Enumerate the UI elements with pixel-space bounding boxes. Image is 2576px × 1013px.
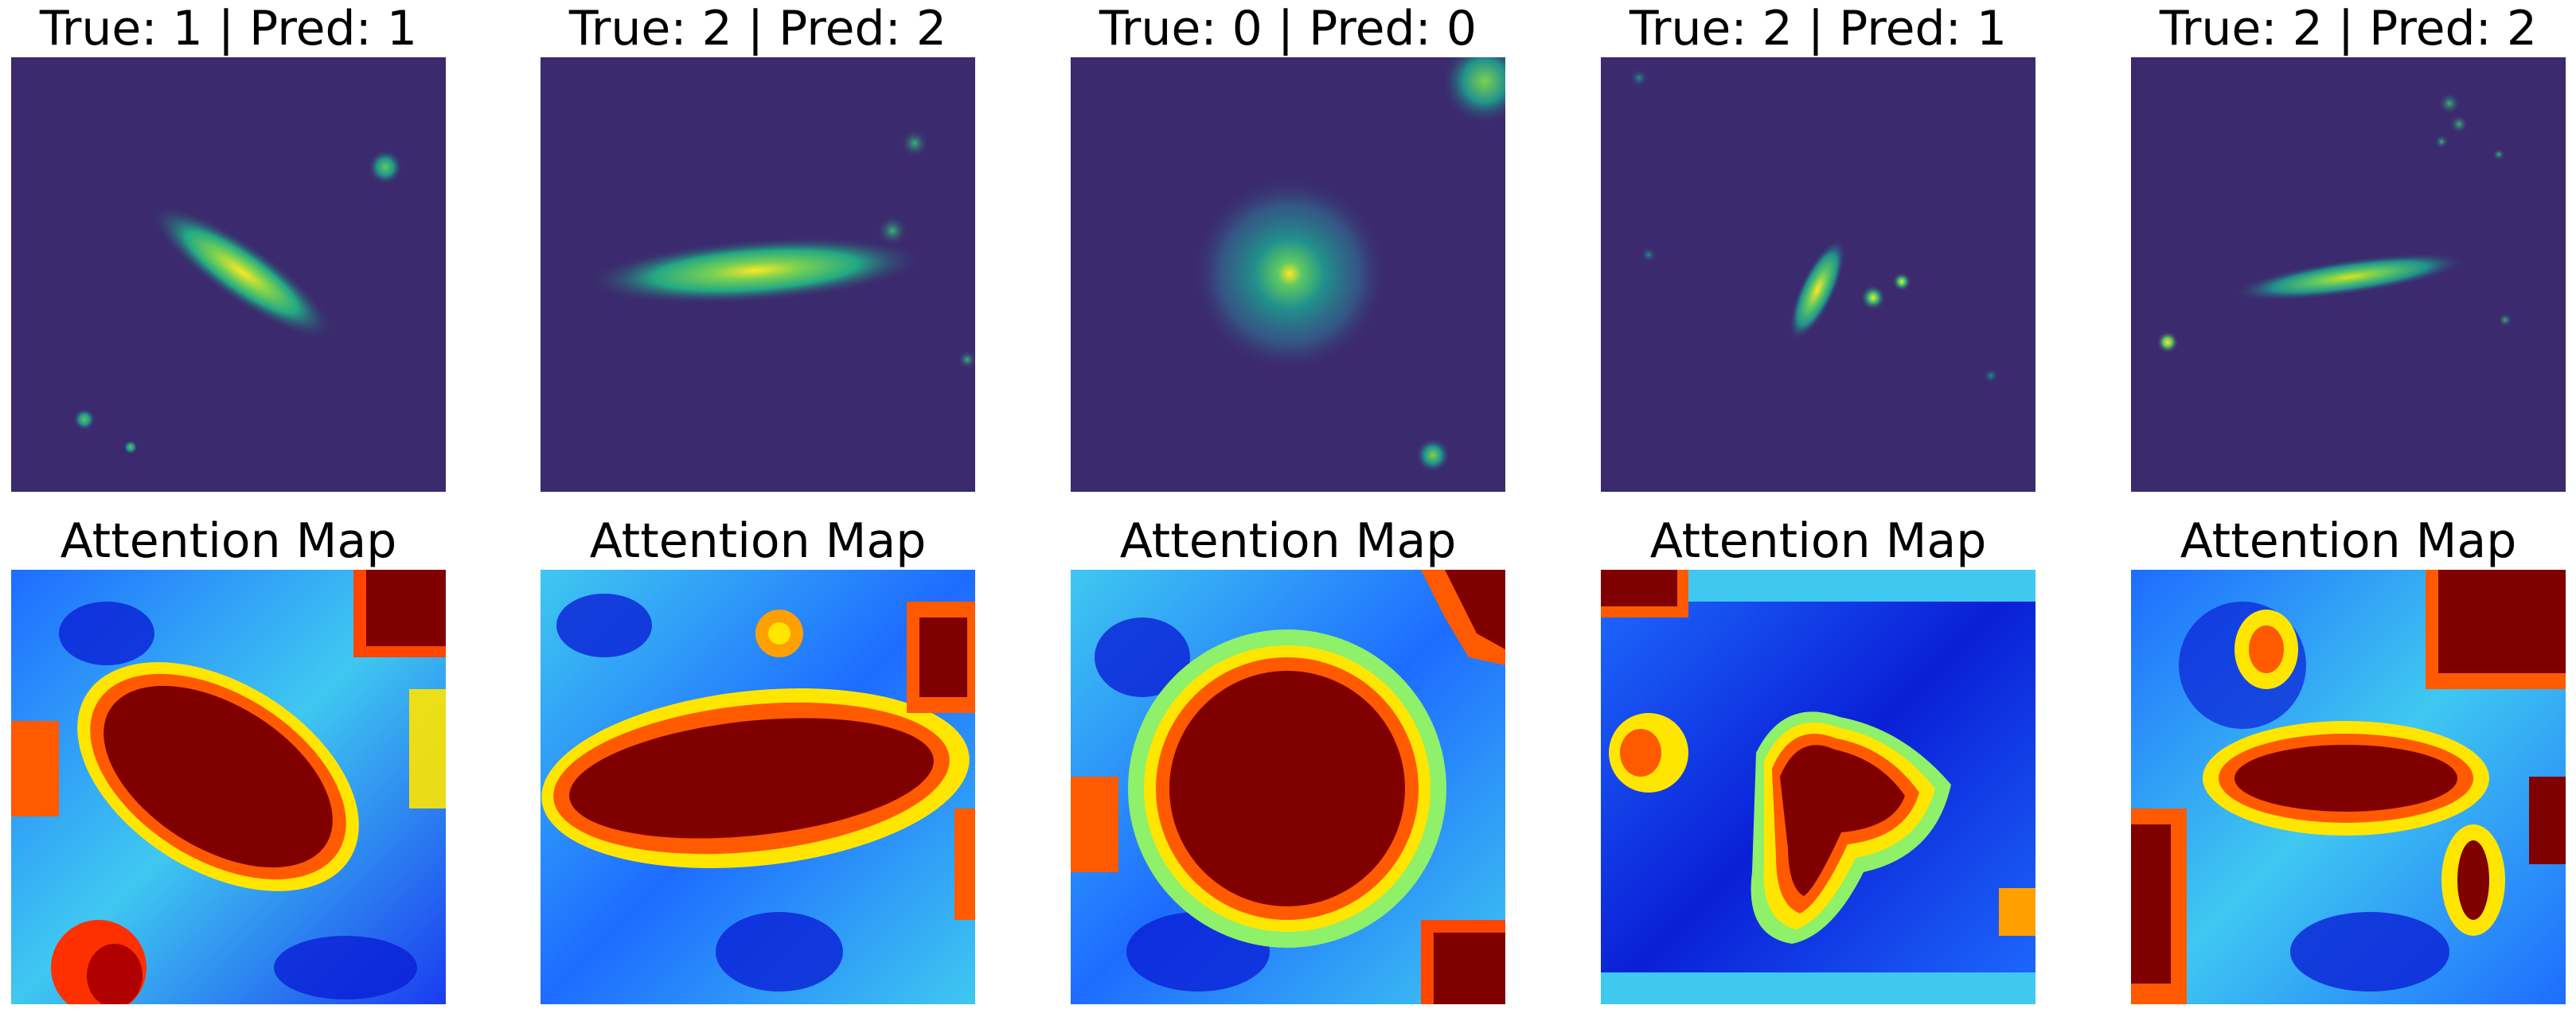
- galaxy-title-1: True: 1 | Pred: 1: [39, 1, 418, 56]
- attention-map-1: [11, 570, 446, 1004]
- galaxy-image-5: [2131, 57, 2566, 492]
- attention-title-1: Attention Map: [60, 513, 397, 569]
- galaxy-image-3: [1071, 57, 1505, 492]
- attention-title-2: Attention Map: [589, 513, 927, 569]
- galaxy-image-2: [541, 57, 975, 492]
- galaxy-title-3: True: 0 | Pred: 0: [1099, 1, 1477, 56]
- attention-title-5: Attention Map: [2180, 513, 2517, 569]
- attention-title-3: Attention Map: [1119, 513, 1457, 569]
- attention-map-2: [541, 570, 975, 1004]
- galaxy-title-2: True: 2 | Pred: 2: [568, 1, 947, 56]
- galaxy-title-5: True: 2 | Pred: 2: [2159, 1, 2538, 56]
- attention-map-5: [2131, 570, 2566, 1004]
- attention-title-4: Attention Map: [1649, 513, 1987, 569]
- attention-map-3: [1071, 570, 1505, 1004]
- attention-map-4: [1601, 570, 2035, 1004]
- galaxy-image-4: [1601, 57, 2035, 492]
- galaxy-image-1: [11, 57, 446, 492]
- galaxy-title-4: True: 2 | Pred: 1: [1629, 1, 2008, 56]
